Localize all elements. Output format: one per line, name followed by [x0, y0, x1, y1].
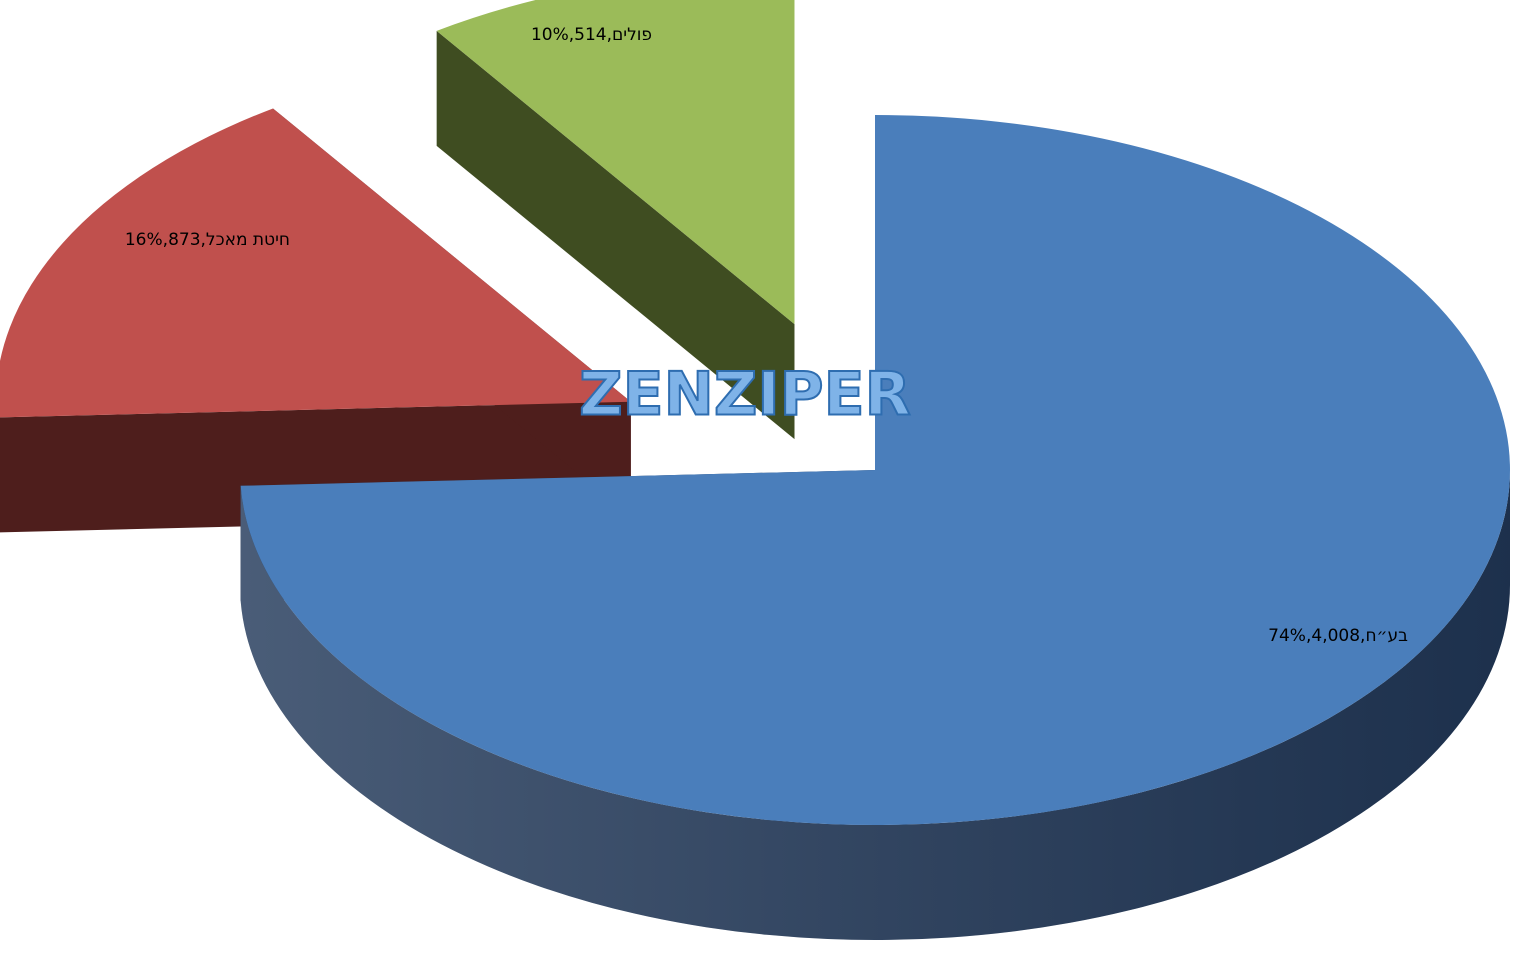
- slice-top: [436, 0, 795, 325]
- slice: [240, 115, 1510, 940]
- watermark: ZENZIPER: [579, 360, 911, 430]
- label-percent: 10%: [531, 25, 569, 45]
- label-separator: ,: [1306, 626, 1311, 646]
- slice: [436, 0, 795, 440]
- label-separator: ,: [1360, 626, 1365, 646]
- label-value: 4,008: [1311, 626, 1360, 646]
- data-labels: בע״ח, 4,008, 74% חיטת מאכל, 873, 16% פולים…: [125, 25, 1408, 646]
- label-value: 514: [574, 25, 606, 45]
- label-category: חיטת מאכל: [206, 230, 290, 250]
- label-separator: ,: [607, 25, 612, 45]
- slice-top: [0, 108, 631, 418]
- label-separator: ,: [201, 230, 206, 250]
- label-category: פולים: [612, 25, 652, 45]
- label-percent: 16%: [125, 230, 163, 250]
- label-value: 873: [168, 230, 200, 250]
- slice-side-shade: [240, 470, 1510, 940]
- slice-wall: [436, 30, 795, 440]
- pie: [0, 0, 1510, 940]
- label-category: בע״ח: [1365, 626, 1408, 646]
- label-percent: 74%: [1268, 626, 1306, 646]
- slice-top: [240, 115, 1510, 825]
- slice: [0, 108, 631, 533]
- label-separator: ,: [569, 25, 574, 45]
- label-separator: ,: [163, 230, 168, 250]
